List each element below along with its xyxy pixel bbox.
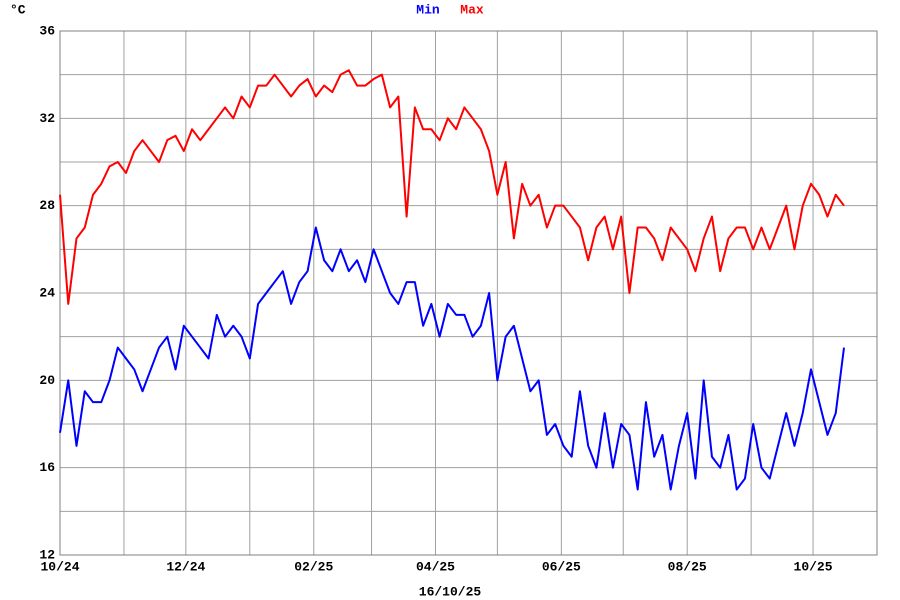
temperature-line — [59, 69, 845, 305]
y-tick-label: 36 — [39, 23, 55, 38]
y-tick-label: 20 — [39, 373, 55, 388]
x-tick-label: 10/25 — [794, 559, 833, 574]
legend-entry: Min — [416, 2, 440, 17]
x-tick-label: 04/25 — [416, 559, 455, 574]
temperature-line — [59, 226, 845, 491]
y-tick-label: 24 — [39, 285, 55, 300]
footer-date: 16/10/25 — [419, 584, 482, 599]
y-tick-label: 32 — [39, 111, 55, 126]
legend-entry: Max — [460, 2, 484, 17]
x-tick-label: 08/25 — [668, 559, 707, 574]
y-axis-unit: °C — [10, 2, 26, 17]
y-tick-label: 16 — [39, 460, 55, 475]
y-tick-label: 12 — [39, 547, 55, 562]
x-tick-label: 10/24 — [40, 559, 79, 574]
x-tick-label: 02/25 — [294, 559, 333, 574]
y-tick-label: 28 — [39, 198, 55, 213]
plot-frame — [59, 30, 878, 556]
x-tick-label: 06/25 — [542, 559, 581, 574]
x-tick-label: 12/24 — [166, 559, 205, 574]
